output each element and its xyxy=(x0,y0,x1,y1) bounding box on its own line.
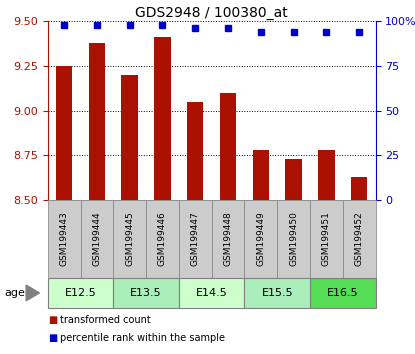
Text: age: age xyxy=(4,288,25,298)
Bar xyxy=(220,93,236,200)
Title: GDS2948 / 100380_at: GDS2948 / 100380_at xyxy=(135,6,288,20)
Bar xyxy=(286,159,302,200)
Bar xyxy=(318,150,334,200)
Text: GSM199450: GSM199450 xyxy=(289,211,298,267)
Bar xyxy=(89,43,105,200)
Text: GSM199445: GSM199445 xyxy=(125,212,134,266)
Text: GSM199449: GSM199449 xyxy=(256,212,265,266)
Text: GSM199452: GSM199452 xyxy=(355,212,364,266)
Bar xyxy=(122,75,138,200)
Text: E16.5: E16.5 xyxy=(327,288,359,298)
Text: ■: ■ xyxy=(48,333,57,343)
Text: percentile rank within the sample: percentile rank within the sample xyxy=(60,333,225,343)
Bar xyxy=(56,66,72,200)
Bar xyxy=(351,177,367,200)
Text: E15.5: E15.5 xyxy=(261,288,293,298)
Text: ■: ■ xyxy=(48,315,57,325)
Bar xyxy=(154,37,171,200)
Bar xyxy=(253,150,269,200)
Text: GSM199451: GSM199451 xyxy=(322,211,331,267)
Text: GSM199447: GSM199447 xyxy=(191,212,200,266)
Bar xyxy=(187,102,203,200)
Text: transformed count: transformed count xyxy=(60,315,151,325)
Text: GSM199446: GSM199446 xyxy=(158,212,167,266)
Text: E13.5: E13.5 xyxy=(130,288,162,298)
Text: E12.5: E12.5 xyxy=(65,288,96,298)
Text: GSM199444: GSM199444 xyxy=(93,212,101,266)
Text: E14.5: E14.5 xyxy=(196,288,227,298)
Text: GSM199448: GSM199448 xyxy=(224,212,232,266)
Text: GSM199443: GSM199443 xyxy=(60,212,68,266)
